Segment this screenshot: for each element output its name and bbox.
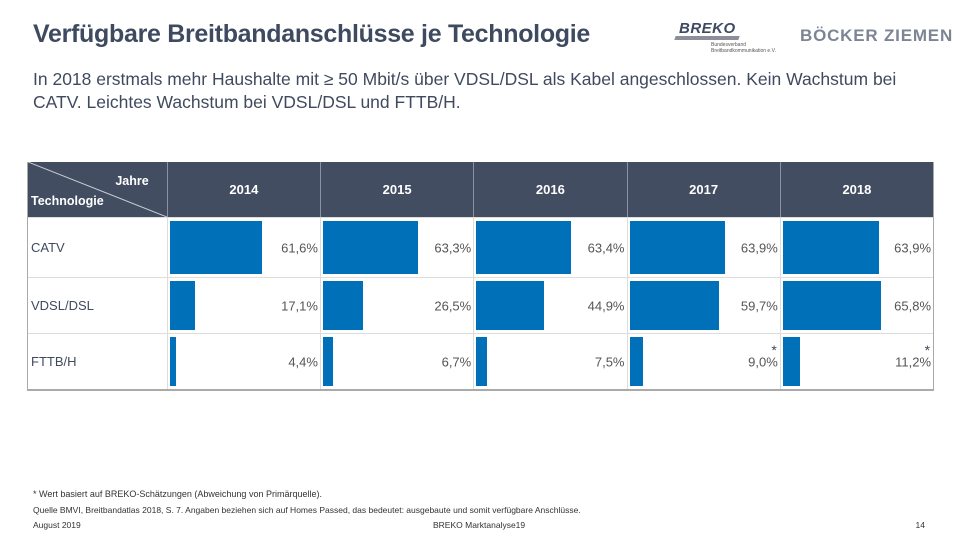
data-bar [782,281,882,330]
footer-center: BREKO Marktanalyse19 [433,520,526,530]
page-subtitle: In 2018 erstmals mehr Haushalte mit ≥ 50… [33,69,897,112]
footer-date: August 2019 [33,520,81,530]
value-cell: 61,6% [166,218,320,277]
breko-logo-subtitle: Bundesverband Breitbandkommunikation e.V… [711,42,776,54]
years-label: Jahre [115,174,149,188]
page-number: 14 [915,520,925,530]
value-cell: 17,1% [166,278,320,333]
row-label: FTTB/H [31,354,77,369]
value-cell: 26,5% [319,278,473,333]
data-label: 63,9% [740,240,778,255]
data-label: 4,4% [288,354,318,369]
value-cell: 59,7% [626,278,780,333]
technology-table: Jahre Technologie 2014 2015 2016 2017 2018 C… [27,162,934,391]
corner-diagonal [28,162,167,217]
data-label: 6,7% [441,354,472,369]
value-cell: 44,9% [473,278,626,333]
value-cell: 65,8% [779,278,933,333]
table-row: CATV 61,6% 63,3% 63,4% 63,9% 63,9% [28,217,933,277]
data-bar [629,337,643,386]
data-bar [322,337,334,386]
data-bar [629,221,726,274]
boecker-ziemen-logo: BÖCKER ZIEMEN [800,26,954,45]
data-label: 11,2% [895,354,932,369]
breko-logo-word: BREKO [679,20,736,37]
data-bar [782,337,800,386]
table-header: Jahre Technologie 2014 2015 2016 2017 2018 [28,162,933,217]
year-header-2015: 2015 [319,162,473,217]
value-cell: 63,9% [626,218,780,277]
year-header-2018: 2018 [779,162,933,217]
data-label: 65,8% [894,298,932,313]
value-cell: 63,4% [473,218,626,277]
data-bar [322,281,363,330]
technology-label: Technologie [31,194,104,208]
estimate-footnote: * Wert basiert auf BREKO-Schätzungen (Ab… [33,489,322,499]
data-bar [476,281,544,330]
breko-sub2: Breitbandkommunikation e.V. [711,48,776,54]
value-cell: 4,4% [166,334,320,389]
data-label: 7,5% [594,354,625,369]
table-row: FTTB/H 4,4% 6,7% 7,5% 9,0% * 11,2% * [28,333,933,389]
year-header-2014: 2014 [166,162,320,217]
breko-logo: BREKO Bundesverband Breitbandkommunikati… [674,20,795,60]
data-label: 44,9% [587,298,625,313]
row-label: CATV [31,240,65,255]
data-bar [476,337,488,386]
estimate-marker: * [924,342,931,358]
breko-sub1: Bundesverband [711,42,747,48]
data-bar [169,281,196,330]
page-title: Verfügbare Breitbandanschlüsse je Techno… [33,20,591,48]
year-header-2017: 2017 [626,162,780,217]
breko-swoosh-icon [674,36,740,40]
data-bar [169,337,177,386]
table-row: VDSL/DSL 17,1% 26,5% 44,9% 59,7% 65,8% [28,277,933,333]
data-bar [782,221,879,274]
data-bar [322,221,418,274]
data-label: 26,5% [434,298,472,313]
corner-cell: Jahre Technologie [28,162,167,217]
data-label: 61,6% [281,240,318,255]
year-header-2016: 2016 [473,162,626,217]
data-label: 63,9% [894,240,932,255]
data-label: 9,0% [748,354,778,369]
data-label: 63,4% [587,240,625,255]
data-bar [629,281,720,330]
data-label: 59,7% [740,298,778,313]
data-bar [476,221,572,274]
value-cell: 9,0% * [626,334,780,389]
row-label: VDSL/DSL [31,298,94,313]
value-cell: 11,2% * [779,334,933,389]
data-label: 17,1% [281,298,318,313]
value-cell: 63,9% [779,218,933,277]
value-cell: 63,3% [319,218,473,277]
data-bar [169,221,263,274]
data-label: 63,3% [434,240,472,255]
estimate-marker: * [771,342,777,358]
source-note: Quelle BMVI, Breitbandatlas 2018, S. 7. … [33,505,581,515]
value-cell: 7,5% [473,334,626,389]
value-cell: 6,7% [319,334,473,389]
